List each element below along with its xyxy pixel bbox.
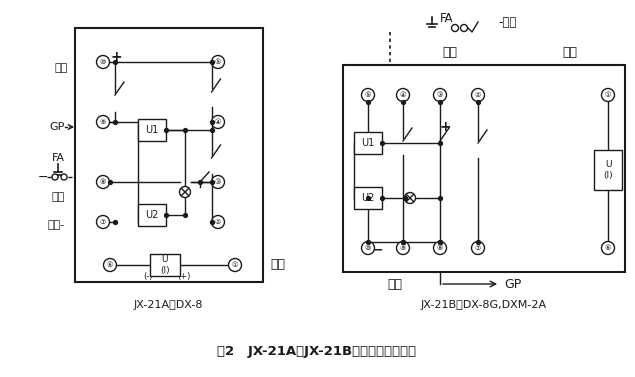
Text: U1: U1 — [361, 138, 375, 148]
Circle shape — [104, 259, 116, 271]
Text: ⑦: ⑦ — [100, 219, 106, 225]
Text: ⑩: ⑩ — [364, 245, 371, 251]
Text: JX-21B代DX-8G,DXM-2A: JX-21B代DX-8G,DXM-2A — [421, 300, 547, 310]
Text: ⑥: ⑥ — [107, 262, 113, 268]
Bar — [354, 187, 382, 209]
Text: -复归: -复归 — [498, 15, 516, 29]
Circle shape — [472, 89, 485, 101]
Text: 复归: 复归 — [51, 192, 65, 202]
Circle shape — [211, 115, 225, 129]
Bar — [354, 132, 382, 154]
Text: +: + — [439, 120, 451, 134]
Circle shape — [601, 89, 615, 101]
Bar — [150, 254, 180, 276]
Text: GP: GP — [504, 277, 521, 291]
Circle shape — [211, 216, 225, 228]
Text: ⑨: ⑨ — [400, 245, 406, 251]
Circle shape — [460, 25, 467, 32]
Circle shape — [434, 242, 446, 254]
Circle shape — [229, 259, 241, 271]
Circle shape — [211, 55, 225, 69]
Circle shape — [472, 242, 485, 254]
Circle shape — [61, 174, 67, 180]
Text: FA: FA — [440, 12, 454, 25]
Circle shape — [52, 174, 58, 180]
Text: 启动: 启动 — [563, 46, 577, 60]
Text: JX-21A代DX-8: JX-21A代DX-8 — [133, 300, 203, 310]
Text: ④: ④ — [215, 119, 221, 125]
Text: ⑤: ⑤ — [364, 92, 371, 98]
Text: ①: ① — [232, 262, 238, 268]
Text: ②: ② — [215, 219, 221, 225]
Text: FA: FA — [52, 153, 65, 163]
Circle shape — [180, 187, 190, 198]
Circle shape — [396, 89, 410, 101]
Text: ⑦: ⑦ — [475, 245, 481, 251]
Text: ⑤: ⑤ — [215, 59, 221, 65]
Text: U2: U2 — [361, 193, 375, 203]
Text: 图2   JX-21A、JX-21B接线图（正视图）: 图2 JX-21A、JX-21B接线图（正视图） — [217, 345, 417, 359]
Text: ⑨: ⑨ — [100, 119, 106, 125]
Bar — [138, 204, 166, 226]
Circle shape — [396, 242, 410, 254]
Circle shape — [434, 89, 446, 101]
Circle shape — [404, 193, 415, 204]
Text: ③: ③ — [215, 179, 221, 185]
Bar — [343, 65, 625, 272]
Bar — [138, 119, 166, 141]
Text: (+): (+) — [177, 273, 190, 282]
Text: 电源-: 电源- — [48, 220, 65, 230]
Text: −: − — [373, 244, 384, 256]
Text: 启动: 启动 — [270, 259, 285, 271]
Text: GP: GP — [50, 122, 65, 132]
Bar — [594, 150, 622, 190]
Circle shape — [97, 115, 109, 129]
Text: U1: U1 — [145, 125, 159, 135]
Circle shape — [211, 176, 225, 188]
Text: U
(I): U (I) — [603, 160, 613, 180]
Text: (-): (-) — [144, 273, 153, 282]
Text: ④: ④ — [400, 92, 406, 98]
Circle shape — [451, 25, 458, 32]
Text: +: + — [110, 50, 122, 64]
Circle shape — [97, 176, 109, 188]
Text: (+): (+) — [601, 153, 615, 162]
Circle shape — [361, 242, 375, 254]
Text: 电源: 电源 — [443, 46, 457, 60]
Circle shape — [97, 216, 109, 228]
Text: ⑧: ⑧ — [437, 245, 443, 251]
Circle shape — [97, 55, 109, 69]
Text: 电源: 电源 — [387, 277, 403, 291]
Text: ②: ② — [475, 92, 481, 98]
Text: ①: ① — [605, 92, 612, 98]
Text: (−): (−) — [601, 181, 615, 190]
Text: U
(I): U (I) — [160, 255, 170, 275]
Circle shape — [601, 242, 615, 254]
Bar — [75, 28, 263, 282]
Text: ③: ③ — [437, 92, 443, 98]
Text: 电源: 电源 — [55, 63, 68, 73]
Text: U2: U2 — [145, 210, 159, 220]
Circle shape — [361, 89, 375, 101]
Text: ⑩: ⑩ — [100, 59, 106, 65]
Text: ⑧: ⑧ — [100, 179, 106, 185]
Text: ⑥: ⑥ — [605, 245, 612, 251]
Text: −: − — [37, 170, 48, 184]
